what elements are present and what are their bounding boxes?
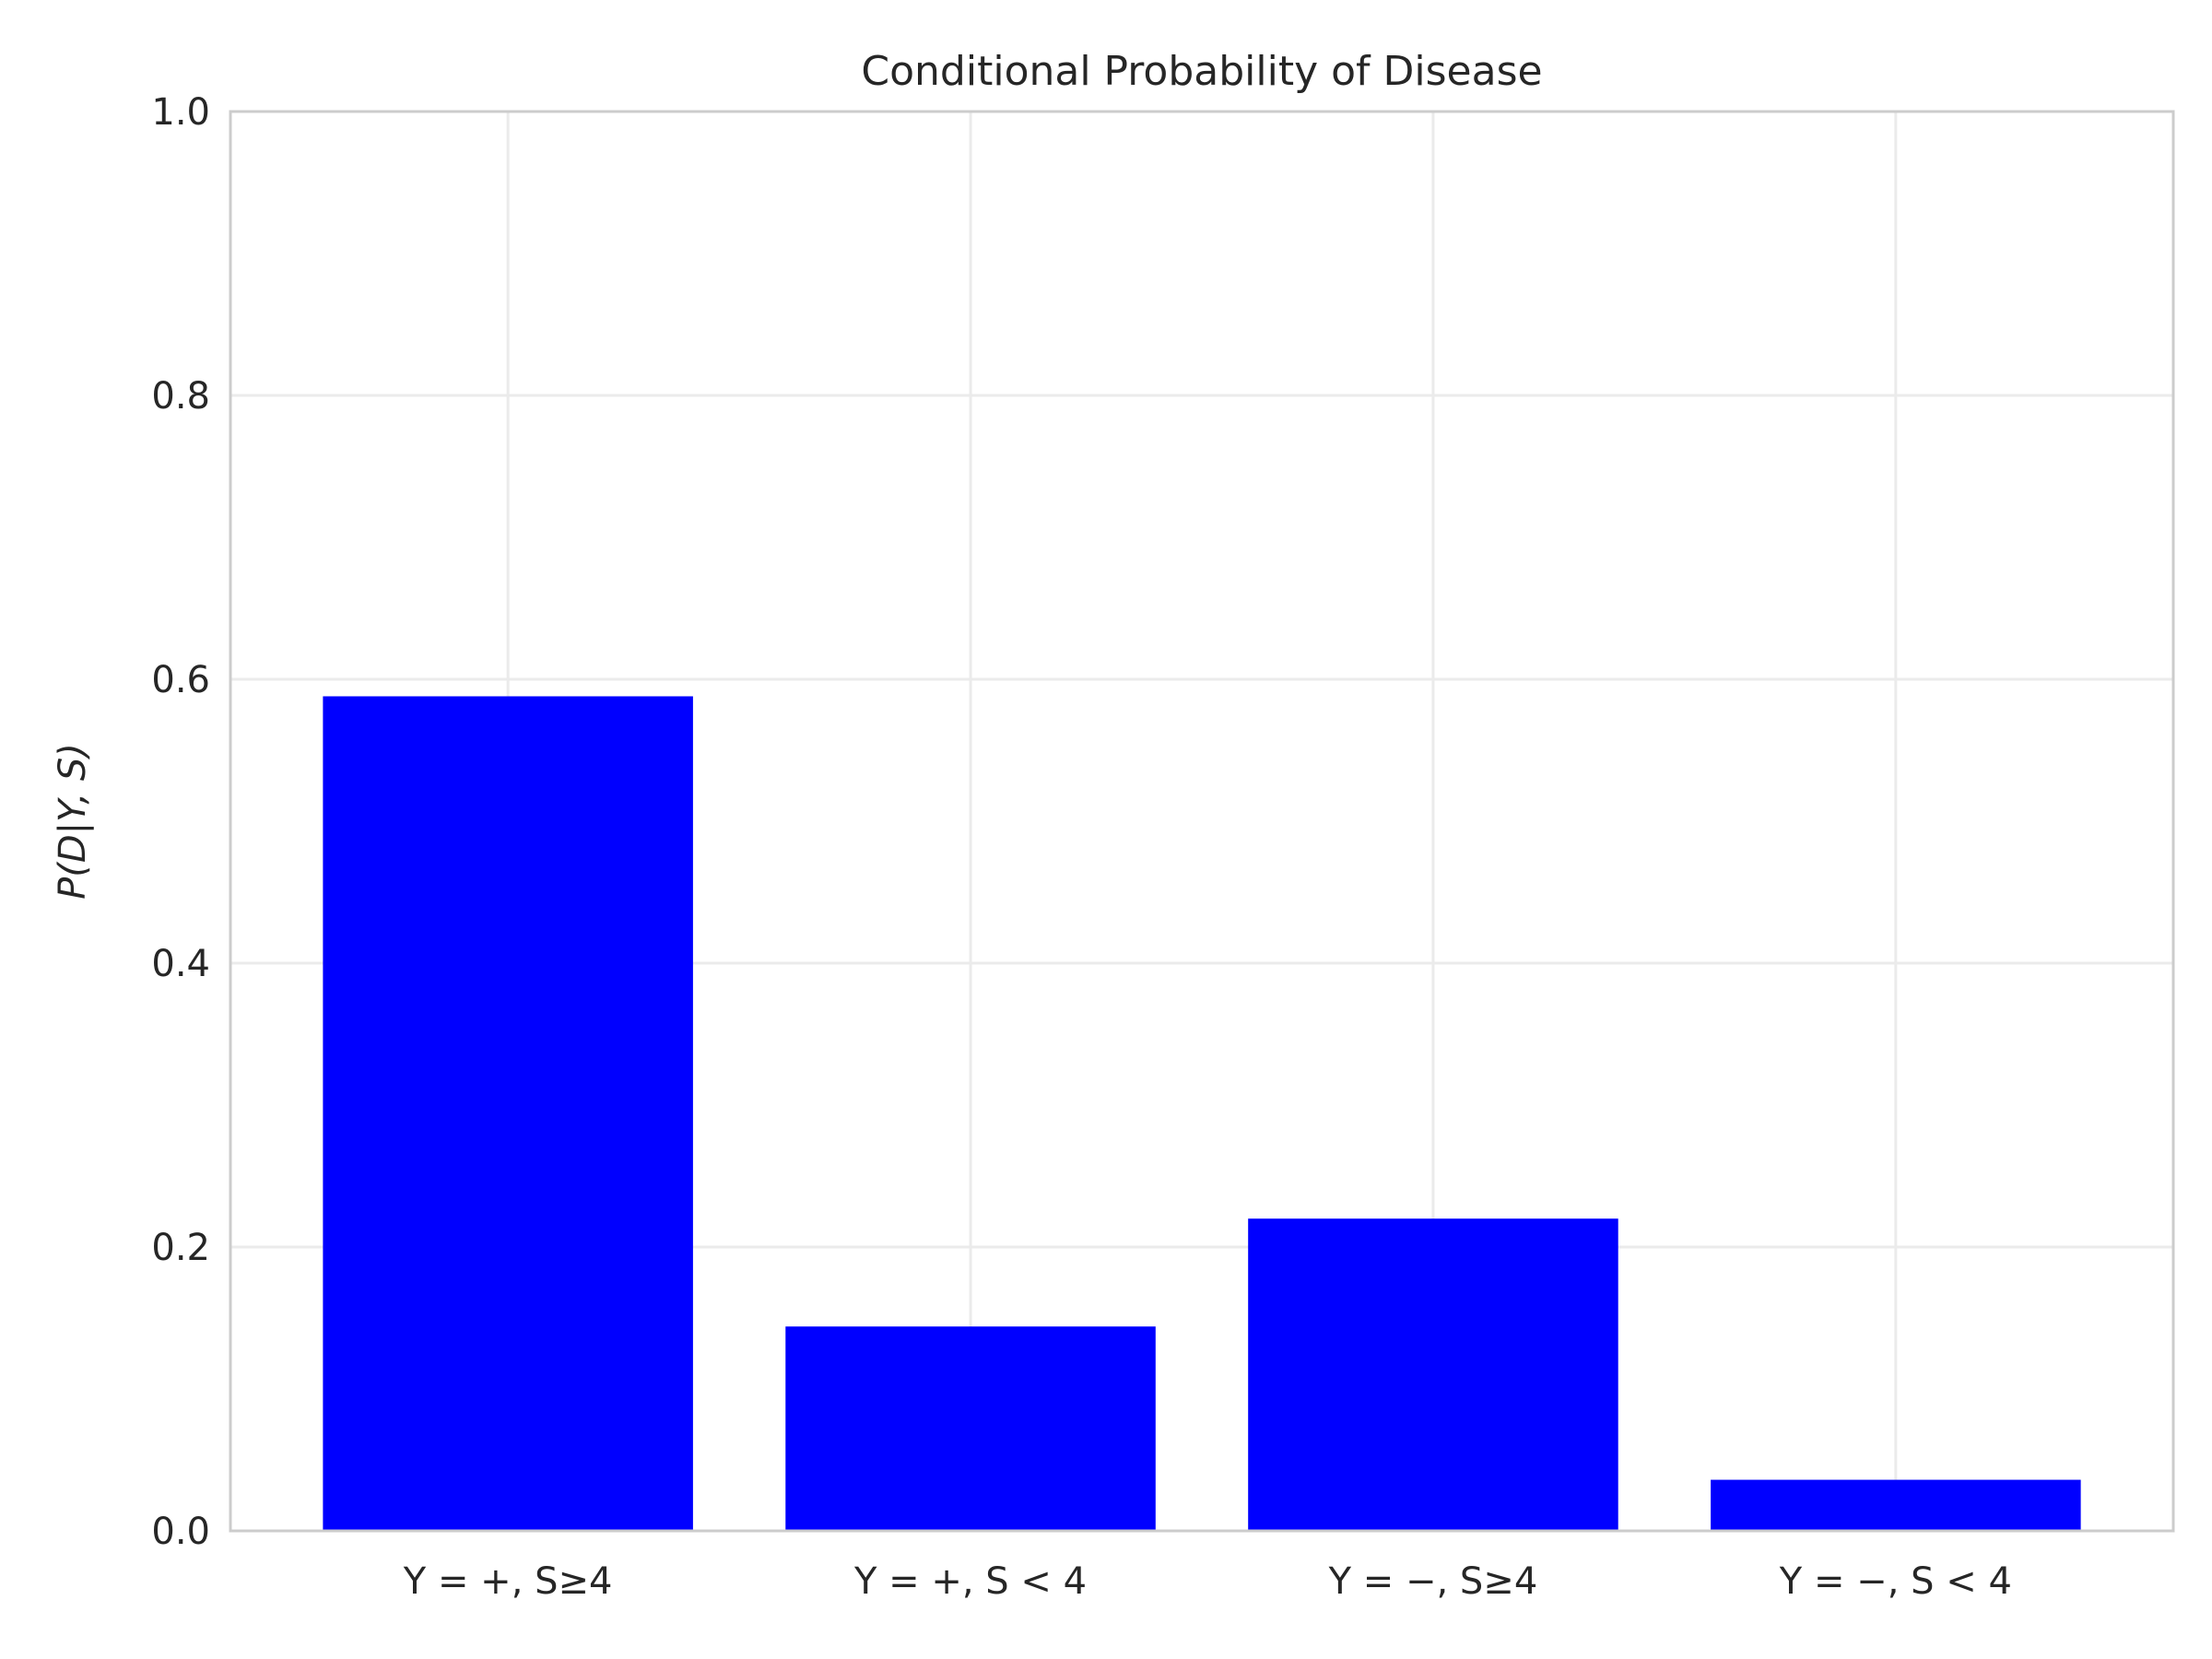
y-axis-label: P(D|Y, S) bbox=[52, 743, 94, 900]
y-tick-label: 0.6 bbox=[151, 659, 210, 701]
x-tick-label: Y = −, S < 4 bbox=[1779, 1560, 2012, 1603]
y-tick-label: 0.2 bbox=[151, 1227, 210, 1269]
y-tick-label: 0.4 bbox=[151, 943, 210, 985]
bar-4 bbox=[1711, 1479, 2081, 1531]
x-tick-label: Y = +, S≥4 bbox=[403, 1560, 613, 1603]
y-tick-labels: 0.0 0.2 0.4 0.6 0.8 1.0 bbox=[151, 91, 210, 1553]
x-tick-labels: Y = +, S≥4 Y = +, S < 4 Y = −, S≥4 Y = −, S… bbox=[403, 1560, 2012, 1603]
bar-1 bbox=[323, 696, 693, 1531]
chart-title: Conditional Probability of Disease bbox=[861, 48, 1542, 95]
x-tick-label: Y = +, S < 4 bbox=[853, 1560, 1087, 1603]
bar-layer bbox=[323, 696, 2081, 1531]
bar-2 bbox=[785, 1326, 1156, 1531]
y-tick-label: 0.0 bbox=[151, 1511, 210, 1553]
bar-3 bbox=[1248, 1218, 1618, 1531]
y-tick-label: 0.8 bbox=[151, 375, 210, 418]
plot-frame bbox=[229, 110, 2175, 1533]
y-tick-label: 1.0 bbox=[151, 91, 210, 134]
x-tick-label: Y = −, S≥4 bbox=[1328, 1560, 1538, 1603]
